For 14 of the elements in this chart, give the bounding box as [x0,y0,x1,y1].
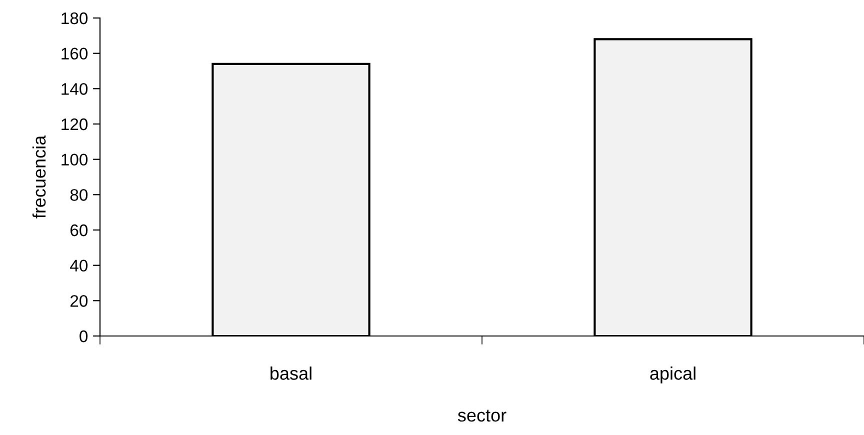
y-tick-label: 20 [70,295,88,307]
y-tick-label: 40 [70,260,88,272]
y-tick-label: 180 [62,12,88,24]
y-tick-label: 0 [80,330,88,342]
x-axis-title: sector [458,410,506,422]
y-axis-title: frecuencia [32,135,46,218]
x-tick-label: apical [650,366,696,384]
y-tick-label: 80 [70,189,88,201]
y-tick-label: 120 [62,118,88,130]
y-tick-label: 60 [70,224,88,236]
y-tick-label: 100 [62,154,88,166]
x-tick-label: basal [270,366,312,380]
y-tick-label: 160 [62,48,88,60]
y-tick-label: 140 [62,83,88,95]
